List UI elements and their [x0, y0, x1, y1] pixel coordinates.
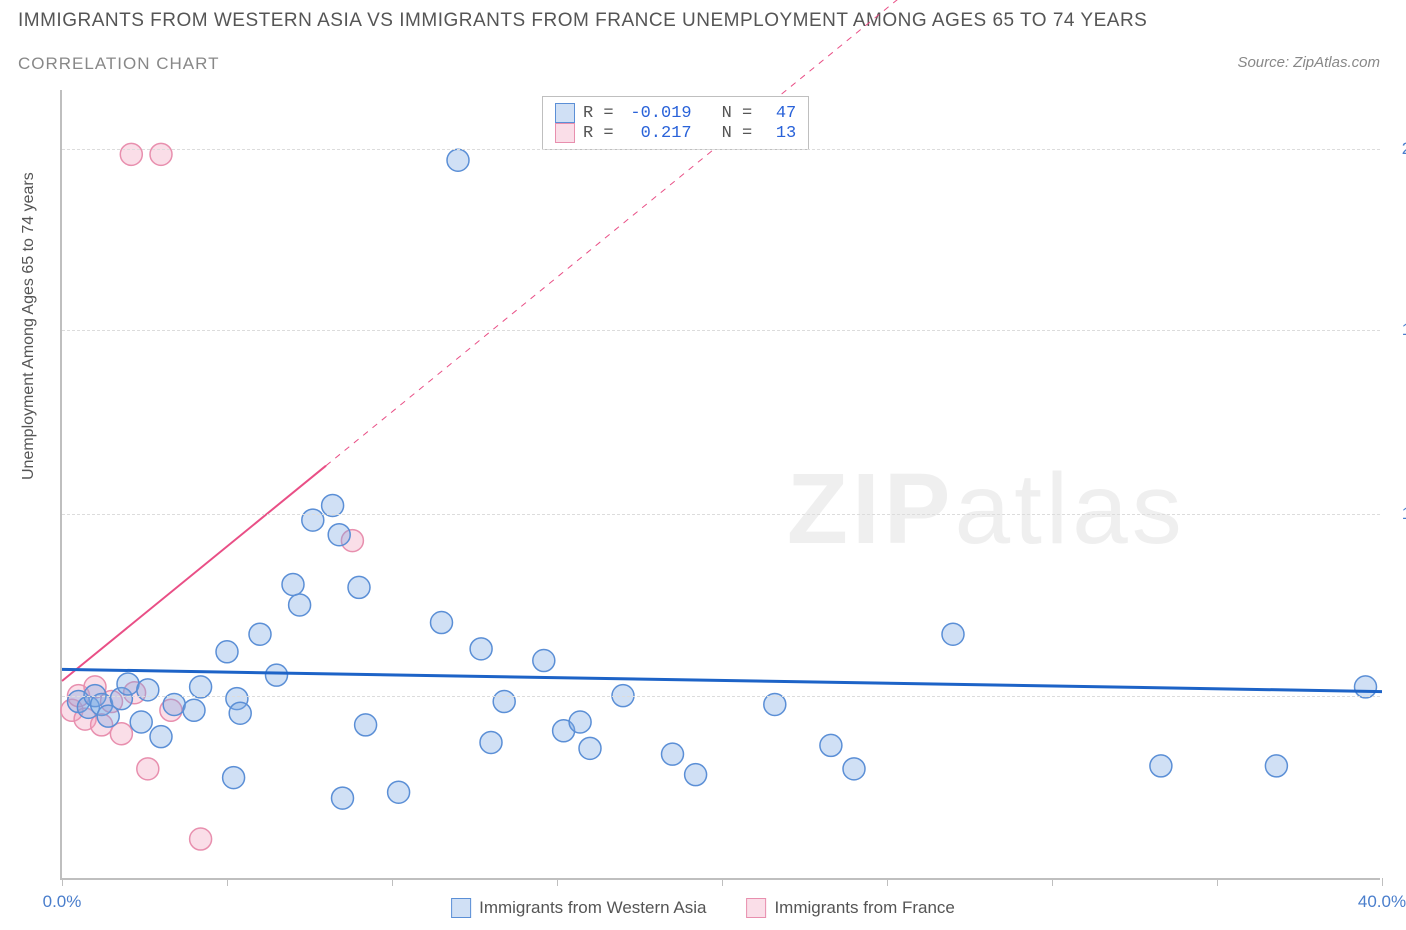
- scatter-point-western-asia: [843, 758, 865, 780]
- x-tick: [1382, 878, 1383, 886]
- scatter-point-western-asia: [1355, 676, 1377, 698]
- scatter-point-western-asia: [533, 650, 555, 672]
- stats-N-value: 47: [760, 104, 796, 123]
- x-tick: [1217, 878, 1218, 886]
- scatter-point-western-asia: [249, 623, 271, 645]
- stats-row: R = -0.019 N = 47: [555, 103, 796, 123]
- scatter-point-western-asia: [447, 149, 469, 171]
- scatter-point-western-asia: [137, 679, 159, 701]
- scatter-point-western-asia: [229, 702, 251, 724]
- chart-title: IMMIGRANTS FROM WESTERN ASIA VS IMMIGRAN…: [18, 10, 1147, 32]
- x-tick: [557, 878, 558, 886]
- scatter-point-western-asia: [117, 673, 139, 695]
- scatter-point-western-asia: [130, 711, 152, 733]
- scatter-point-western-asia: [942, 623, 964, 645]
- legend-swatch-western-asia: [451, 898, 471, 918]
- legend-label-western-asia: Immigrants from Western Asia: [479, 898, 706, 918]
- trend-line-ext: [326, 0, 1382, 466]
- y-tick-label: 12.5%: [1402, 504, 1406, 524]
- legend-item-france: Immigrants from France: [746, 898, 954, 918]
- x-tick-label: 0.0%: [43, 892, 82, 912]
- gridline: [62, 330, 1380, 331]
- x-tick: [722, 878, 723, 886]
- legend-label-france: Immigrants from France: [774, 898, 954, 918]
- scatter-point-western-asia: [190, 676, 212, 698]
- series-legend: Immigrants from Western Asia Immigrants …: [451, 898, 955, 918]
- gridline: [62, 149, 1380, 150]
- scatter-point-france: [150, 143, 172, 165]
- scatter-point-western-asia: [223, 767, 245, 789]
- legend-item-western-asia: Immigrants from Western Asia: [451, 898, 706, 918]
- gridline: [62, 514, 1380, 515]
- trend-line: [62, 669, 1382, 691]
- x-tick-label: 40.0%: [1358, 892, 1406, 912]
- scatter-point-france: [190, 828, 212, 850]
- scatter-point-western-asia: [764, 693, 786, 715]
- x-tick: [62, 878, 63, 886]
- chart-area: ZIPatlas R =-0.019N =47R =0.217N =13 6.3…: [60, 90, 1380, 880]
- scatter-point-western-asia: [348, 576, 370, 598]
- scatter-point-western-asia: [431, 612, 453, 634]
- scatter-point-western-asia: [183, 699, 205, 721]
- stats-N-value: 13: [760, 124, 796, 143]
- stats-N-label: N =: [722, 124, 753, 143]
- scatter-point-france: [120, 143, 142, 165]
- scatter-point-western-asia: [662, 743, 684, 765]
- chart-subtitle: CORRELATION CHART: [18, 54, 220, 74]
- scatter-point-western-asia: [163, 693, 185, 715]
- legend-swatch-france: [746, 898, 766, 918]
- x-tick: [1052, 878, 1053, 886]
- scatter-point-western-asia: [685, 764, 707, 786]
- scatter-point-western-asia: [322, 494, 344, 516]
- stats-row: R = 0.217 N = 13: [555, 123, 796, 143]
- scatter-point-western-asia: [569, 711, 591, 733]
- stats-legend: R = -0.019 N = 47 R = 0.217 N = 13: [542, 96, 809, 150]
- trend-line: [62, 466, 326, 681]
- stats-R-value: -0.019: [622, 104, 692, 123]
- y-tick-label: 18.8%: [1402, 320, 1406, 340]
- scatter-point-western-asia: [470, 638, 492, 660]
- scatter-point-western-asia: [216, 641, 238, 663]
- stats-N-label: N =: [722, 104, 753, 123]
- scatter-point-france: [137, 758, 159, 780]
- y-axis-label: Unemployment Among Ages 65 to 74 years: [20, 172, 38, 480]
- x-tick: [887, 878, 888, 886]
- plot-svg: [62, 90, 1380, 878]
- scatter-point-western-asia: [1265, 755, 1287, 777]
- stats-R-label: R =: [583, 124, 614, 143]
- scatter-point-western-asia: [328, 524, 350, 546]
- scatter-point-western-asia: [332, 787, 354, 809]
- scatter-point-western-asia: [289, 594, 311, 616]
- scatter-point-western-asia: [1150, 755, 1172, 777]
- x-tick: [227, 878, 228, 886]
- gridline: [62, 696, 1380, 697]
- stats-R-value: 0.217: [622, 124, 692, 143]
- scatter-point-western-asia: [282, 573, 304, 595]
- scatter-point-western-asia: [266, 664, 288, 686]
- scatter-point-western-asia: [150, 726, 172, 748]
- stats-swatch: [555, 103, 575, 123]
- scatter-point-western-asia: [493, 691, 515, 713]
- source-label: Source: ZipAtlas.com: [1237, 54, 1380, 71]
- scatter-point-western-asia: [302, 509, 324, 531]
- scatter-point-western-asia: [480, 731, 502, 753]
- stats-R-label: R =: [583, 104, 614, 123]
- y-tick-label: 25.0%: [1402, 139, 1406, 159]
- scatter-point-western-asia: [388, 781, 410, 803]
- stats-swatch: [555, 123, 575, 143]
- scatter-point-western-asia: [820, 734, 842, 756]
- x-tick: [392, 878, 393, 886]
- scatter-point-western-asia: [579, 737, 601, 759]
- scatter-point-western-asia: [355, 714, 377, 736]
